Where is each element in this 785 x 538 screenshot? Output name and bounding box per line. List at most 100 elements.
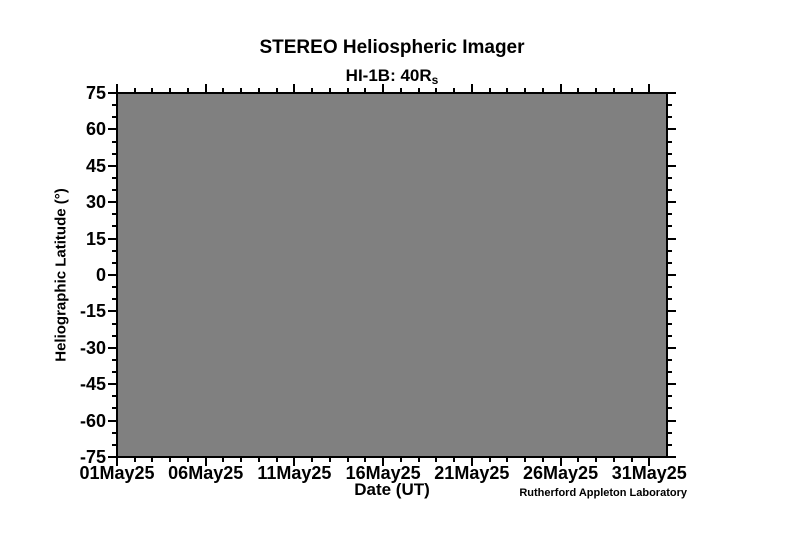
y-minor-tick: [668, 152, 672, 155]
x-tick-label: 31May25: [611, 463, 687, 483]
x-minor-tick: [151, 88, 154, 92]
y-minor-tick: [112, 104, 116, 107]
x-minor-tick: [186, 458, 189, 462]
y-minor-tick: [668, 286, 672, 289]
y-major-tick: [108, 274, 116, 276]
x-minor-tick: [577, 458, 580, 462]
y-major-tick: [668, 201, 676, 204]
y-minor-tick: [112, 189, 116, 192]
x-major-tick: [382, 458, 385, 466]
y-minor-tick: [668, 213, 672, 216]
y-minor-tick: [112, 140, 116, 143]
x-minor-tick: [346, 458, 349, 462]
x-minor-tick: [257, 88, 260, 92]
y-major-tick: [108, 383, 116, 386]
y-minor-tick: [668, 334, 672, 337]
y-minor-tick: [668, 407, 672, 410]
y-minor-tick: [112, 249, 116, 252]
x-major-tick: [204, 84, 207, 92]
x-minor-tick: [506, 458, 509, 462]
y-major-tick: [668, 274, 676, 276]
x-minor-tick: [275, 458, 278, 462]
x-major-tick: [470, 84, 473, 92]
y-minor-tick: [112, 213, 116, 216]
x-minor-tick: [435, 88, 438, 92]
x-minor-tick: [133, 88, 136, 92]
x-minor-tick: [346, 88, 349, 92]
plot-area: [116, 92, 668, 458]
x-minor-tick: [240, 88, 243, 92]
y-major-tick: [108, 92, 116, 94]
y-minor-tick: [112, 286, 116, 289]
y-major-tick: [668, 346, 676, 349]
y-minor-tick: [668, 249, 672, 252]
y-minor-tick: [112, 116, 116, 119]
x-minor-tick: [311, 458, 314, 462]
y-tick-label: -75: [79, 447, 106, 467]
x-minor-tick: [417, 458, 420, 462]
chart-subtitle: HI-1B: 40Rs: [346, 66, 439, 87]
x-minor-tick: [417, 88, 420, 92]
y-minor-tick: [668, 298, 672, 301]
y-tick-label: -30: [79, 337, 106, 358]
y-major-tick: [108, 201, 116, 204]
x-minor-tick: [595, 88, 598, 92]
y-major-tick: [108, 164, 116, 167]
y-tick-label: 15: [85, 228, 106, 249]
x-minor-tick: [257, 458, 260, 462]
x-minor-tick: [186, 88, 189, 92]
y-minor-tick: [112, 431, 116, 434]
x-minor-tick: [541, 88, 544, 92]
y-major-tick: [108, 456, 116, 458]
y-major-tick: [668, 419, 676, 422]
y-minor-tick: [668, 261, 672, 264]
x-major-tick: [648, 84, 651, 92]
x-major-tick: [470, 458, 473, 466]
x-major-tick: [559, 458, 562, 466]
x-minor-tick: [612, 88, 615, 92]
x-minor-tick: [364, 458, 367, 462]
x-minor-tick: [612, 458, 615, 462]
y-major-tick: [668, 164, 676, 167]
x-minor-tick: [541, 458, 544, 462]
y-minor-tick: [668, 116, 672, 119]
y-major-tick: [668, 237, 676, 240]
x-major-tick: [382, 84, 385, 92]
y-major-tick: [668, 92, 676, 94]
y-minor-tick: [112, 395, 116, 398]
y-tick-label: -45: [79, 374, 106, 395]
x-tick-label: 26May25: [523, 463, 599, 483]
y-major-tick: [108, 419, 116, 422]
y-major-tick: [108, 128, 116, 131]
chart-subtitle-main: HI-1B: 40R: [345, 66, 432, 85]
x-tick-label: 01May25: [79, 463, 155, 483]
x-minor-tick: [275, 88, 278, 92]
y-minor-tick: [112, 298, 116, 301]
y-tick-label: 30: [85, 192, 106, 213]
x-tick-label: 11May25: [257, 463, 332, 483]
y-minor-tick: [668, 395, 672, 398]
x-tick-label: 06May25: [168, 463, 244, 483]
x-minor-tick: [577, 88, 580, 92]
y-minor-tick: [112, 152, 116, 155]
x-minor-tick: [524, 458, 527, 462]
y-minor-tick: [668, 225, 672, 228]
y-tick-label: 60: [85, 119, 106, 140]
x-minor-tick: [328, 458, 331, 462]
x-minor-tick: [133, 458, 136, 462]
y-minor-tick: [112, 407, 116, 410]
x-minor-tick: [151, 458, 154, 462]
x-minor-tick: [169, 88, 172, 92]
y-tick-label: 45: [85, 155, 106, 176]
x-major-tick: [648, 458, 651, 466]
x-minor-tick: [488, 458, 491, 462]
x-major-tick: [293, 458, 296, 466]
y-minor-tick: [668, 358, 672, 361]
x-minor-tick: [240, 458, 243, 462]
y-major-tick: [108, 237, 116, 240]
x-tick-label: 16May25: [345, 463, 421, 483]
y-minor-tick: [668, 322, 672, 325]
x-minor-tick: [328, 88, 331, 92]
x-minor-tick: [453, 88, 456, 92]
